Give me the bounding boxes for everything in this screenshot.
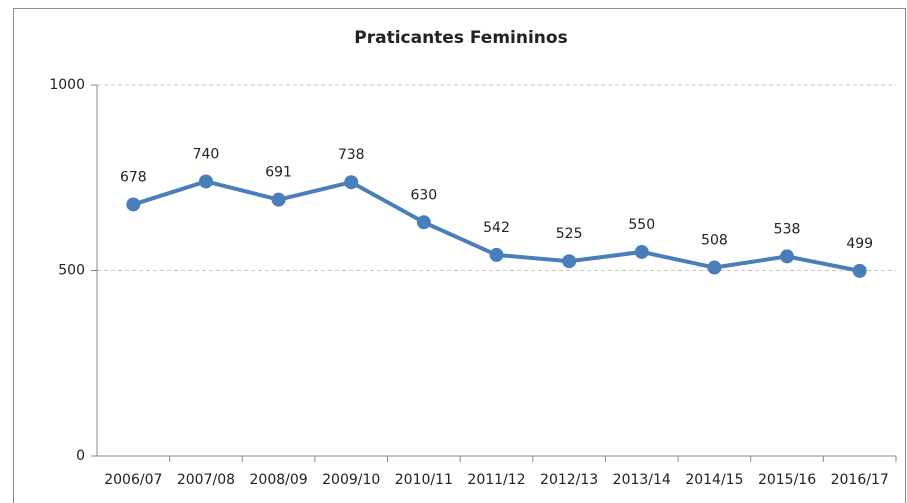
- data-point: [344, 175, 359, 190]
- data-label: 550: [628, 217, 655, 233]
- data-point: [634, 244, 649, 259]
- data-point: [416, 215, 431, 230]
- data-label: 678: [120, 169, 147, 185]
- x-tick-label: 2013/14: [613, 472, 671, 488]
- data-label: 630: [410, 187, 437, 203]
- y-tick-label: 0: [76, 448, 85, 464]
- data-label: 738: [338, 147, 365, 163]
- data-point: [780, 249, 795, 264]
- x-tick-label: 2016/17: [831, 472, 889, 488]
- data-label: 525: [556, 226, 583, 242]
- x-tick-label: 2011/12: [467, 472, 525, 488]
- y-tick-label: 1000: [49, 77, 85, 93]
- data-point: [852, 263, 867, 278]
- y-tick-label: 500: [58, 263, 85, 279]
- x-tick-label: 2009/10: [322, 472, 380, 488]
- data-label: 740: [193, 146, 220, 162]
- x-tick-label: 2008/09: [250, 472, 308, 488]
- data-point: [562, 254, 577, 269]
- x-tick-label: 2014/15: [685, 472, 743, 488]
- data-label: 691: [265, 165, 292, 181]
- data-label: 542: [483, 220, 510, 236]
- chart-title: Praticantes Femininos: [354, 28, 567, 48]
- data-label: 508: [701, 233, 728, 249]
- data-point: [126, 197, 141, 212]
- x-tick-label: 2015/16: [758, 472, 816, 488]
- data-point: [271, 192, 286, 207]
- data-label: 499: [846, 236, 873, 252]
- data-label: 538: [774, 221, 801, 237]
- x-tick-label: 2007/08: [177, 472, 235, 488]
- data-point: [489, 247, 504, 262]
- data-point: [707, 260, 722, 275]
- x-tick-label: 2006/07: [104, 472, 162, 488]
- x-tick-label: 2010/11: [395, 472, 453, 488]
- x-tick-label: 2012/13: [540, 472, 598, 488]
- chart-frame: [13, 8, 906, 503]
- data-point: [198, 174, 213, 189]
